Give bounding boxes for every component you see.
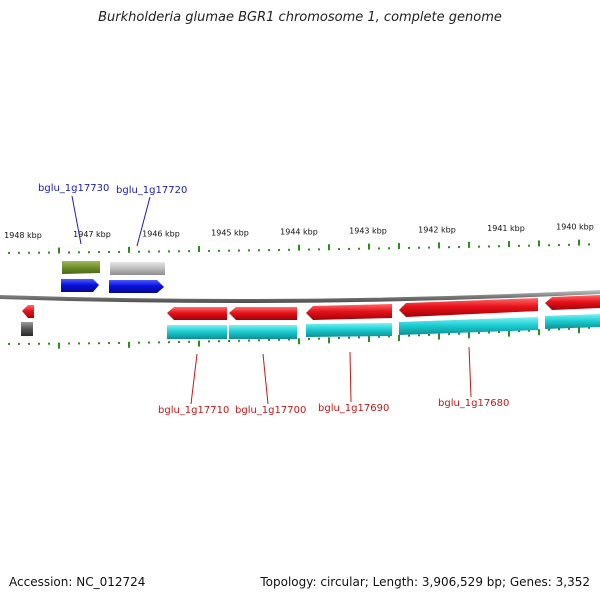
accession-text: Accession: NC_012724 (9, 575, 146, 589)
tick-label-1946: 1946 kbp (142, 229, 180, 238)
gene-labels: bglu_1g17730 bglu_1g17720 bglu_1g17710 b… (38, 183, 509, 416)
tick-label-1943: 1943 kbp (349, 227, 387, 236)
reverse-gene-left-edge[interactable] (22, 305, 34, 318)
cds-bglu-1g17710[interactable] (167, 325, 227, 339)
gene-label-bglu-1g17720[interactable]: bglu_1g17720 (116, 185, 187, 196)
tick-label-1945: 1945 kbp (211, 229, 249, 238)
map-title: Burkholderia glumae BGR1 chromosome 1, c… (98, 10, 502, 25)
tick-label-1941: 1941 kbp (487, 224, 525, 233)
gene-label-bglu-1g17690[interactable]: bglu_1g17690 (318, 403, 389, 414)
tick-label-1940: 1940 kbp (556, 223, 594, 232)
upper-tick-track (8, 239, 590, 254)
forward-features (61, 261, 165, 293)
reverse-gene-bglu-1g17700[interactable] (229, 307, 297, 320)
reverse-gene-bglu-1g17710[interactable] (167, 307, 227, 320)
reverse-gene-right-edge[interactable] (545, 295, 600, 310)
chromosome-backbone (0, 290, 600, 303)
forward-gene-bglu-1g17730[interactable] (61, 279, 99, 292)
tick-label-group: 1948 kbp 1947 kbp 1946 kbp 1945 kbp 1944 kbp… (4, 223, 594, 240)
leader-bglu-1g17710 (190, 353, 198, 405)
tick-label-1944: 1944 kbp (280, 228, 318, 237)
reverse-gene-bglu-1g17680[interactable] (399, 298, 538, 317)
cds-right-edge[interactable] (545, 314, 600, 329)
gene-label-bglu-1g17700[interactable]: bglu_1g17700 (235, 405, 306, 416)
leader-bglu-1g17720 (136, 196, 151, 247)
gene-label-bglu-1g17730[interactable]: bglu_1g17730 (38, 183, 109, 194)
pseudo-feature-bglu-1g17720[interactable] (110, 262, 165, 275)
reverse-gene-bglu-1g17690[interactable] (306, 304, 392, 320)
tick-label-1948: 1948 kbp (4, 231, 42, 240)
genome-summary-text: Topology: circular; Length: 3,906,529 bp… (260, 575, 590, 589)
cds-bglu-1g17680[interactable] (399, 317, 538, 335)
cds-bglu-1g17700[interactable] (229, 325, 297, 339)
gene-label-bglu-1g17680[interactable]: bglu_1g17680 (438, 398, 509, 409)
leader-bglu-1g17700 (262, 353, 269, 405)
cds-bglu-1g17690[interactable] (306, 323, 392, 337)
leader-bglu-1g17690 (349, 351, 352, 403)
reverse-features (21, 295, 600, 339)
leader-bglu-1g17680 (468, 346, 472, 398)
label-leaders (71, 195, 472, 405)
rna-feature-bglu-1g17730[interactable] (62, 261, 100, 274)
gene-label-bglu-1g17710[interactable]: bglu_1g17710 (158, 405, 229, 416)
tick-label-1942: 1942 kbp (418, 225, 456, 234)
leader-bglu-1g17730 (71, 195, 82, 245)
tick-label-1947: 1947 kbp (73, 230, 111, 239)
forward-gene-bglu-1g17720[interactable] (109, 280, 164, 293)
dark-feature-left-edge[interactable] (21, 322, 33, 336)
